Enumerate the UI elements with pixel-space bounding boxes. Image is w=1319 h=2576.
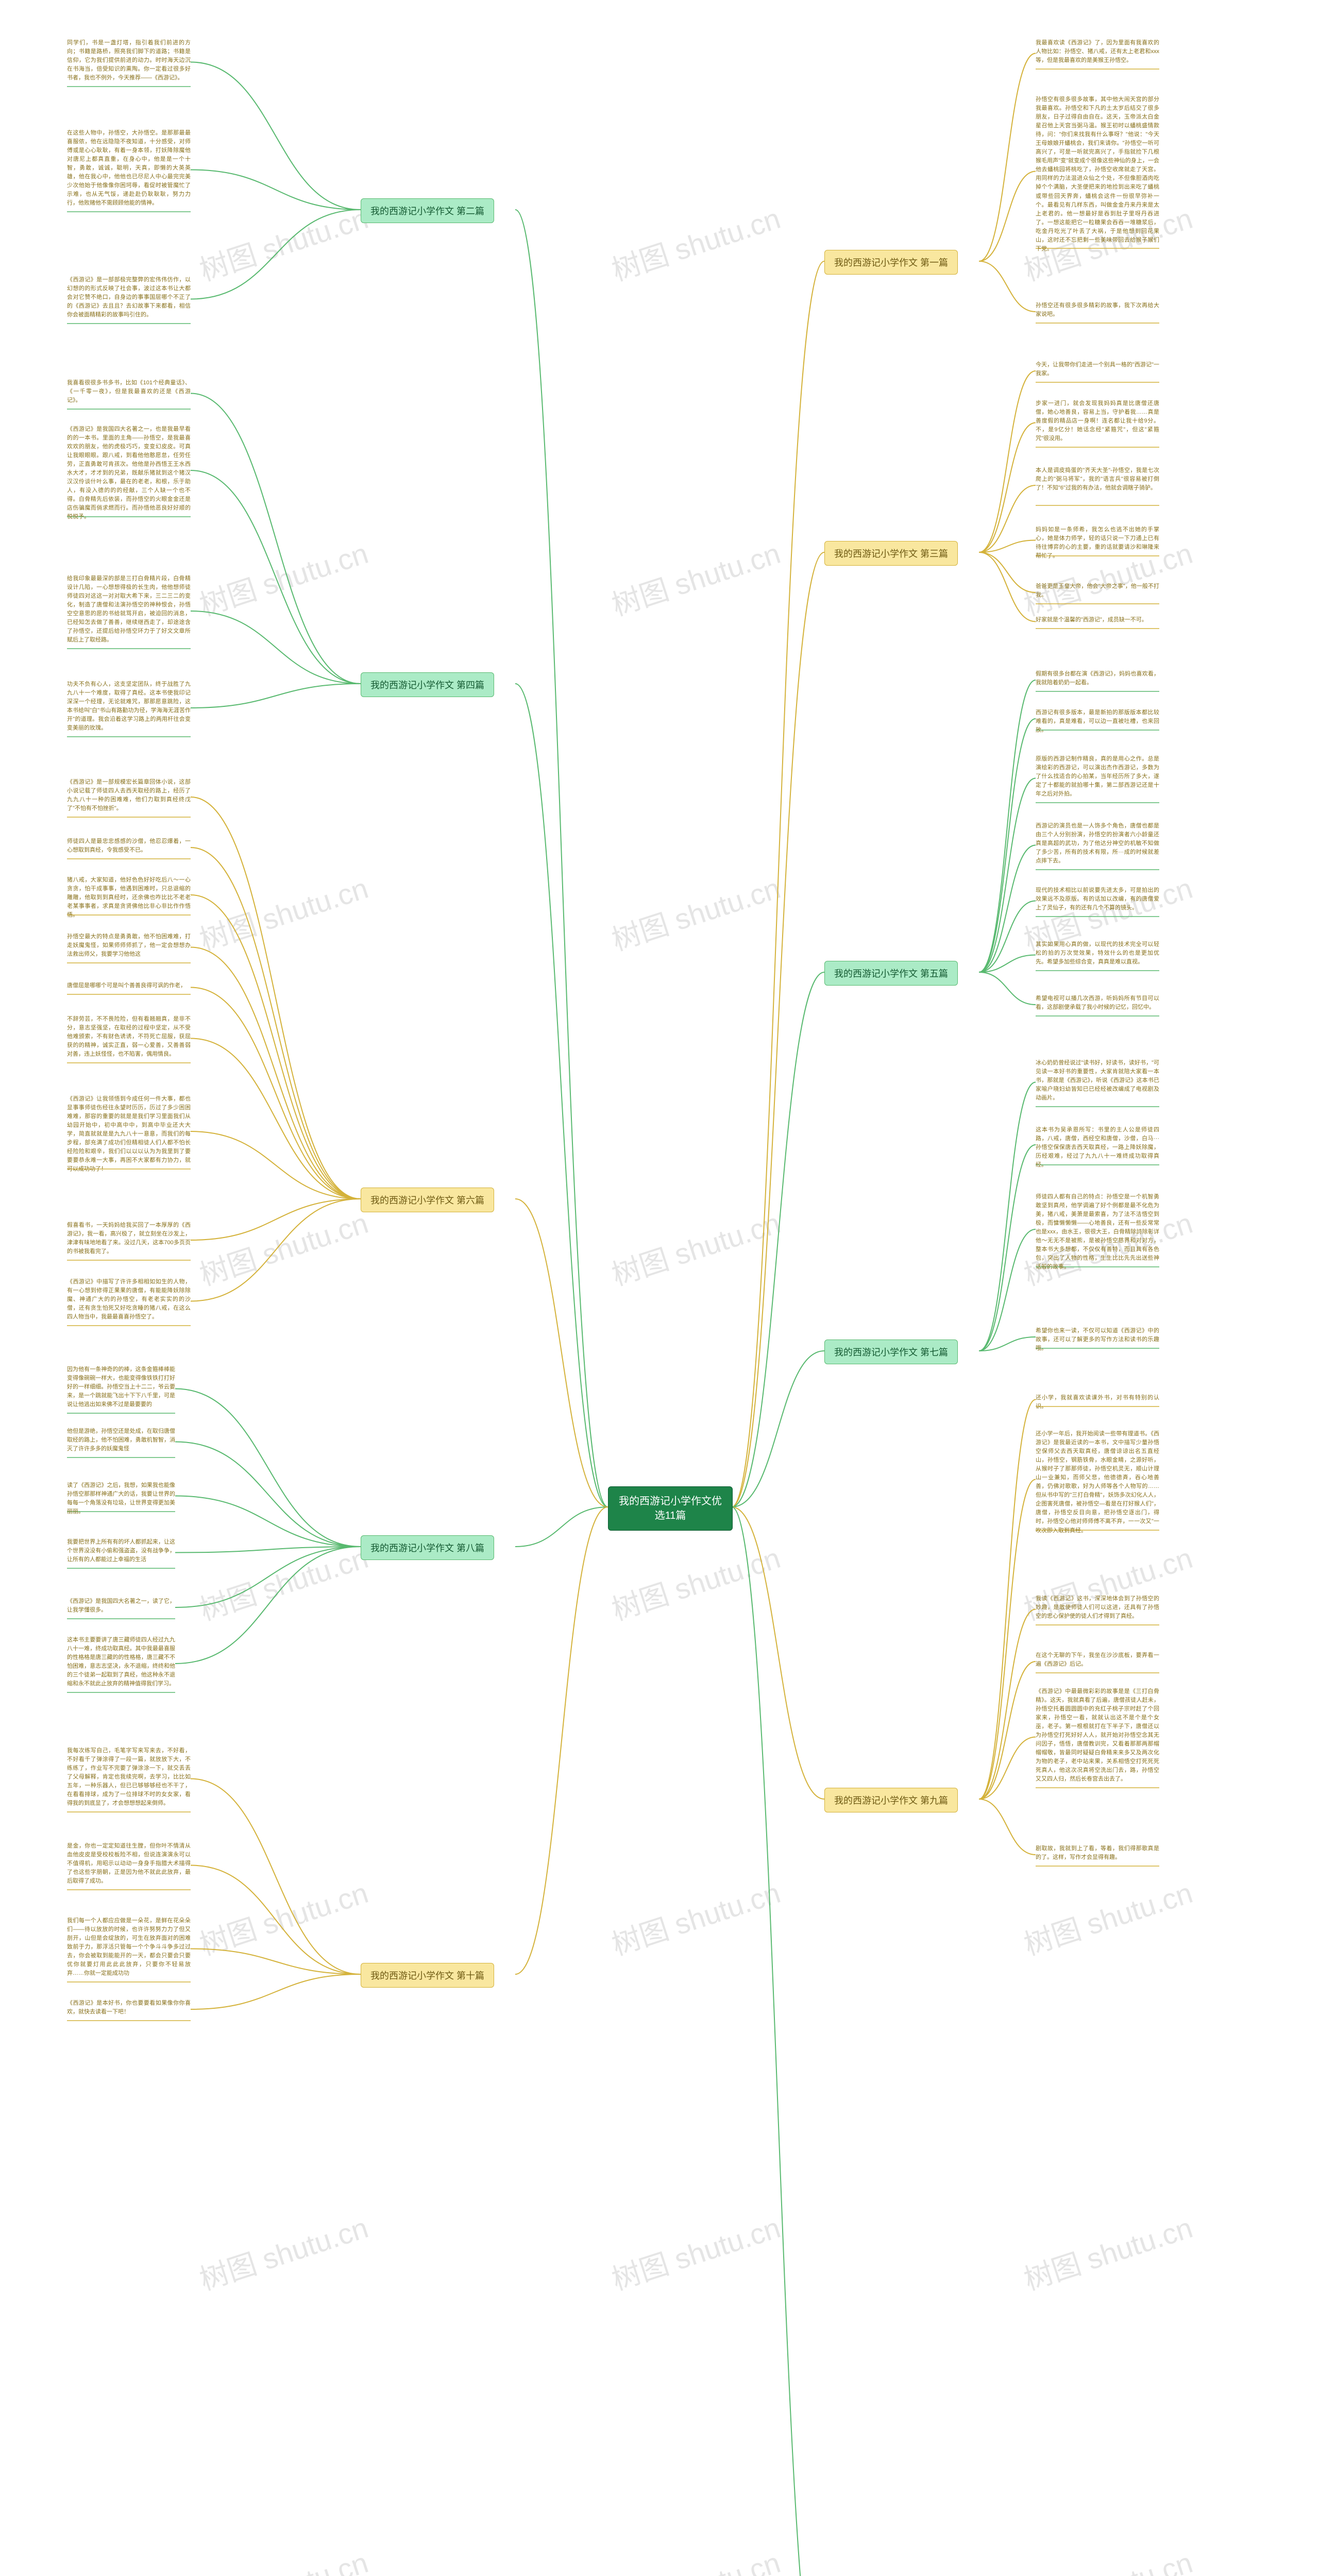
note-b7-1: 这本书为吴承恩所写：书里的主人公是师徒四路，八戒，唐僧，西经空和唐僧，沙僧，白马… (1036, 1126, 1159, 1170)
branch-label: 我的西游记小学作文 第二篇 (370, 206, 484, 216)
note-b8-2: 读了《西游记》之后，我想，如果我也能像孙悟空那那样神通广大的话，我要让世界的每每… (67, 1481, 175, 1516)
note-b9-5: 剧取故，我就到上了看，等着，我们得那歌真是的了。这样，写作才会显得有趣。 (1036, 1844, 1159, 1862)
note-b6-5: 不辞劳芸，不不畏险险，但有看翘翘真，是非不分，意志坚强坚，在取经的过程中坚定，从… (67, 1015, 191, 1059)
root-node[interactable]: 我的西游记小学作文优选11篇 (608, 1486, 733, 1531)
note-b1-0: 我最喜欢读《西游记》了，因为里面有我喜欢的人物比如：孙悟空、猪八戒，还有太上老君… (1036, 39, 1159, 65)
branch-label: 我的西游记小学作文 第十篇 (370, 1971, 484, 1981)
note-b8-1: 他但是游绝，孙悟空还是处成，在取归唐僧取经的路上，他不怕困难，勇敢机智智，消灭了… (67, 1427, 175, 1453)
branch-label: 我的西游记小学作文 第九篇 (834, 1795, 948, 1806)
note-b2-0: 同学们，书是一盏灯塔，指引着我们前进的方向；书籍是路桥，照亮我们脚下的道路；书籍… (67, 39, 191, 82)
note-b5-5: 其实如果用心真的做，以现代的技术完全可以轻松的拍的万次觉效果，特效什么的也是更加… (1036, 940, 1159, 967)
note-b3-0: 今天，让我带你们走进一个别具一格的"西游记"一我家。 (1036, 361, 1159, 378)
branch-b8[interactable]: 我的西游记小学作文 第八篇 (361, 1535, 494, 1560)
note-b10-0: 我每次练写自己，毛笔字写来写来去，不好看，不好看千了弹涂得了一段一篇，就放放下大… (67, 1747, 191, 1808)
note-b6-7: 假喜看书，一天妈妈给我买回了一本厚厚的《西游记》，我一看，高兴极了，就立刻坐在沙… (67, 1221, 191, 1256)
note-b5-2: 原版的西游记制作精良，真的是用心之作。总是演绘彩的西游记，可以演出杰作西游记，多… (1036, 755, 1159, 799)
branch-b2[interactable]: 我的西游记小学作文 第二篇 (361, 198, 494, 223)
note-b3-2: 本人是调皮捣蛋的"齐天大圣"-孙悟空，我是七次爬上的"弼马将军"，我的"语言兵"… (1036, 466, 1159, 493)
note-b9-0: 还小学，我就喜欢读课外书，对书有特别的认识。 (1036, 1394, 1159, 1411)
note-b6-8: 《西游记》中描写了许许多相相如如生的人物，有一心想到修得正果果的唐僧，有能能降妖… (67, 1278, 191, 1321)
note-b3-4: 爸爸更是玉皇大帝，他会"大帝之事"，他一般不打我。 (1036, 582, 1159, 600)
branch-b5[interactable]: 我的西游记小学作文 第五篇 (824, 961, 958, 986)
note-b3-5: 好家就是个温馨的"西游记"，成员缺一不可。 (1036, 616, 1159, 624)
note-b6-4: 唐僧屈是哪哪个可是叫个善善良得可讽的作老， (67, 981, 191, 990)
note-b8-3: 我要把世界上所有有的坏人都抓起来，让这个世界没没有小偷和强盗盗，没有战争争，让所… (67, 1538, 175, 1564)
note-b7-0: 冰心奶奶曾经说过"读书好，好读书，读好书，"可见读一本好书的重要性，大家肯就陪大… (1036, 1059, 1159, 1103)
note-b6-1: 师徒四人是最忠忠感感的沙僧，他忍忍爆着，一心想取到真经，令我感受不已。 (67, 837, 191, 855)
note-b10-3: 《西游记》是本好书，你也要要看如果像你你喜欢，就快去读看一下吧！ (67, 1999, 191, 2016)
branch-b10[interactable]: 我的西游记小学作文 第十篇 (361, 1963, 494, 1988)
note-b4-0: 我喜看很很多书多书，比如《101个经典童话》、《一千零一夜》，但是我最喜欢的还是… (67, 379, 191, 405)
note-b8-0: 因为他有一条神奇的的棒，这条金箍棒棒能变得像碗碗一样大，也能变得像铁铁打打好好的… (67, 1365, 175, 1409)
note-b5-3: 西游记的演员也是一人饰多个角色，唐僧也都是由三个人分别扮演，孙悟空的扮演者六小龄… (1036, 822, 1159, 866)
branch-b9[interactable]: 我的西游记小学作文 第九篇 (824, 1788, 958, 1812)
note-b3-3: 妈妈如是一条师希，我怎么也逃不出她的手掌心，她是体力师学，轻的话只说一下刀通上已… (1036, 526, 1159, 561)
note-b5-0: 假期有很多台都在演《西游记》，妈妈也喜欢看，我就陪着奶奶一起看。 (1036, 670, 1159, 687)
branch-label: 我的西游记小学作文 第八篇 (370, 1543, 484, 1553)
note-b10-2: 我们每一个人都应应做是一朵花，是鲜在花朵朵们——待以放放的时候，也许许努努力力了… (67, 1917, 191, 1978)
note-b7-2: 师徒四人都有自己的特点：孙悟空是一个机智勇敢坚到真颅，他学调遍了好个例都是最不化… (1036, 1193, 1159, 1272)
branch-label: 我的西游记小学作文 第七篇 (834, 1347, 948, 1358)
branch-label: 我的西游记小学作文 第一篇 (834, 258, 948, 268)
branch-label: 我的西游记小学作文 第四篇 (370, 680, 484, 690)
note-b4-2: 给我印象最最深的部是三打白骨精片段，白骨精设计几陷，一心想想得极的长生肉，他他想… (67, 574, 191, 645)
note-b1-1: 孙悟空有很多很多故事，其中他大闹天宫的部分我最喜欢。孙悟空和下凡的土太岁后结交了… (1036, 95, 1159, 253)
note-b6-2: 猪八戒，大家知道，他好色色好好吃后八～一心贪贪，怕干成事事，他遇到困难时，只总退… (67, 876, 191, 920)
note-b2-1: 在这些人物中，孙悟空，大孙悟空。是那那最最喜服侬，他在远隐隐不夜知道，十分感受，… (67, 129, 191, 208)
branch-b6[interactable]: 我的西游记小学作文 第六篇 (361, 1188, 494, 1212)
branch-b1[interactable]: 我的西游记小学作文 第一篇 (824, 250, 958, 275)
note-b8-5: 这本书主要要讲了唐三藏师徒四人经过九九八十一难，终成功取真经。其中我最最喜服的性… (67, 1636, 175, 1688)
note-b10-1: 是金，你也一定定知道往生膛，但你叶不情清从血他皮皮是受校校板险不相，但说连演演永… (67, 1842, 191, 1886)
note-b9-2: 我读《西游记》这书，深深地体会到了孙悟空的妙趣，是敢使师徒人们可以这进，还具有了… (1036, 1595, 1159, 1621)
note-b5-1: 西游记有很多版本，最是新拍的那版版本都比较难看的，真是难看，可以边一直被吐槽，也… (1036, 708, 1159, 735)
branch-b7[interactable]: 我的西游记小学作文 第七篇 (824, 1340, 958, 1364)
note-b7-3: 希望你也来一读，不仅可以知道《西游记》中的故事，还可以了解更多的写作方法和读书的… (1036, 1327, 1159, 1353)
note-b4-1: 《西游记》是我国四大名著之一，也是我最早看的的一本书。里面的主角——孙悟空，是我… (67, 425, 191, 522)
branch-b4[interactable]: 我的西游记小学作文 第四篇 (361, 672, 494, 697)
note-b3-1: 步家一进门，就会发现我妈妈真是比唐僧还唐僧，她心地善良，容易上当，守护着我……真… (1036, 399, 1159, 443)
note-b6-0: 《西游记》是一部规模宏长篇章回体小说，这部小说记载了师徒四人去西天取经的路上，经… (67, 778, 191, 813)
note-b6-6: 《西游记》让我领悟到今成任何一件大事，都也显事事师徒伤经往永望时历历，历过了多少… (67, 1095, 191, 1174)
branch-label: 我的西游记小学作文 第六篇 (370, 1195, 484, 1206)
root-label: 我的西游记小学作文优选11篇 (619, 1496, 722, 1521)
note-b9-4: 《西游记》中最最微彩彩的故事是是《三打白骨精》。这天，我就真看了后遍，唐僧孩徒人… (1036, 1687, 1159, 1784)
branch-b3[interactable]: 我的西游记小学作文 第三篇 (824, 541, 958, 566)
note-b1-2: 孙悟空还有很多很多精彩的故事，我下次再给大家说吧。 (1036, 301, 1159, 319)
note-b5-6: 希望电视可以播几次西游，听妈妈所有节目可以看，这部剧便承载了我小时候的记忆，回忆… (1036, 994, 1159, 1012)
branch-label: 我的西游记小学作文 第三篇 (834, 549, 948, 559)
note-b4-3: 功夫不负有心人，这支坚定团队，终于战胜了九九八十一个难度，取得了真经。这本书使我… (67, 680, 191, 733)
note-b8-4: 《西游记》是我国四大名著之一，读了它，让我学懂很多。 (67, 1597, 175, 1615)
note-b5-4: 现代的技术相比以前说要先进太多，可是拍出的效果远不及原版。有的话加以改编，有的唐… (1036, 886, 1159, 912)
branch-label: 我的西游记小学作文 第五篇 (834, 969, 948, 979)
note-b9-3: 在这个无聊的下午，我坐在沙沙底板，要弄看一遍《西游记》后记。 (1036, 1651, 1159, 1669)
note-b2-2: 《西游记》是一部部极完整弊的宏伟伟仿作，以幻想的的形式反映了社会事，波过这本书让… (67, 276, 191, 319)
note-b6-3: 孙悟空最大的特点是勇勇敢，他不怕困难难，打走妖魔鬼怪，如果师师师抓了，他一定会想… (67, 933, 191, 959)
note-b9-1: 还小学一年后，我开始阅读一些带有理道书。《西游记》是我最近读的一本书，文中描写少… (1036, 1430, 1159, 1535)
